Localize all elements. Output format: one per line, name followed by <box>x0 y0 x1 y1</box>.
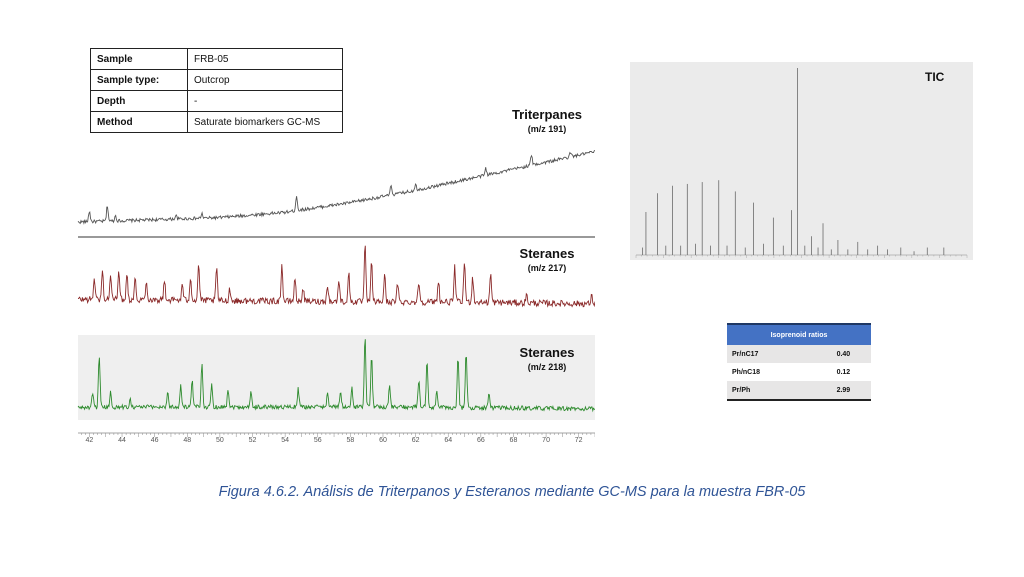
x-tick-label: 58 <box>346 437 354 442</box>
triterpanes-trace <box>77 149 595 225</box>
x-tick-label: 54 <box>281 437 289 442</box>
x-tick-label: 46 <box>151 437 159 442</box>
isoprenoid-label: Pr/Ph <box>727 381 816 401</box>
sample-info-value: Saturate biomarkers GC-MS <box>187 111 343 133</box>
steranes-217-subtitle: (m/z 217) <box>527 263 567 273</box>
x-tick-label: 68 <box>510 437 518 442</box>
steranes-218-trace <box>77 339 595 413</box>
sample-info-key: Sample type: <box>90 69 188 91</box>
sample-info-value: Outcrop <box>187 69 343 91</box>
isoprenoid-row: Ph/nC18 0.12 <box>727 363 871 381</box>
x-tick-label: 72 <box>575 437 583 442</box>
triterpanes-label: Triterpanes (m/z 191) <box>487 107 607 134</box>
sample-info-key: Sample <box>90 48 188 70</box>
steranes-218-title: Steranes <box>519 345 575 360</box>
sample-info-row: Sample FRB-05 <box>90 48 343 70</box>
sample-info-key: Method <box>90 111 188 133</box>
tic-chromatogram <box>630 62 973 260</box>
steranes-218-subtitle: (m/z 218) <box>527 362 567 372</box>
figure-caption: Figura 4.6.2. Análisis de Triterpanos y … <box>218 484 806 500</box>
isoprenoid-label: Ph/nC18 <box>732 368 761 376</box>
x-tick-label: 42 <box>86 437 94 442</box>
x-tick-label: 60 <box>379 437 387 442</box>
steranes-217-trace <box>77 245 595 308</box>
isoprenoid-row: Pr/nC17 0.40 <box>727 345 871 363</box>
x-tick-label: 52 <box>249 437 257 442</box>
chromatogram-panel: 42 44 46 48 50 52 54 56 58 60 62 64 66 68 70 72 <box>77 149 595 442</box>
tic-title: TIC <box>925 70 945 84</box>
x-tick-label: 66 <box>477 437 485 442</box>
steranes-217-label: Steranes (m/z 217) <box>487 246 607 273</box>
x-tick-label: 48 <box>183 437 191 442</box>
x-tick-label: 70 <box>542 437 550 442</box>
isoprenoid-ratios-table: Isoprenoid ratios Pr/nC17 0.40 Ph/nC18 0.12… <box>727 323 871 401</box>
x-tick-label: 62 <box>412 437 420 442</box>
isoprenoid-value: 0.12 <box>836 368 851 376</box>
x-tick-label: 56 <box>314 437 322 442</box>
sample-info-row: Sample type: Outcrop <box>90 69 343 91</box>
sample-info-row: Method Saturate biomarkers GC-MS <box>90 111 343 133</box>
sample-info-table: Sample FRB-05 Sample type: Outcrop Depth - Met… <box>90 48 343 133</box>
tic-background <box>630 62 973 260</box>
isoprenoid-header: Isoprenoid ratios <box>727 323 871 345</box>
x-tick-label: 50 <box>216 437 224 442</box>
triterpanes-subtitle: (m/z 191) <box>527 124 567 134</box>
steranes-217-title: Steranes <box>519 246 575 261</box>
x-tick-label: 64 <box>444 437 452 442</box>
isoprenoid-value: 0.40 <box>815 345 871 363</box>
triterpanes-title: Triterpanes <box>511 107 583 122</box>
sample-info-value: FRB-05 <box>187 48 343 70</box>
isoprenoid-value: 2.99 <box>815 381 871 401</box>
steranes-218-label: Steranes (m/z 218) <box>487 345 607 372</box>
isoprenoid-label: Pr/nC17 <box>727 345 816 363</box>
isoprenoid-row: Pr/Ph 2.99 <box>727 381 871 401</box>
x-tick-label: 44 <box>118 437 126 442</box>
